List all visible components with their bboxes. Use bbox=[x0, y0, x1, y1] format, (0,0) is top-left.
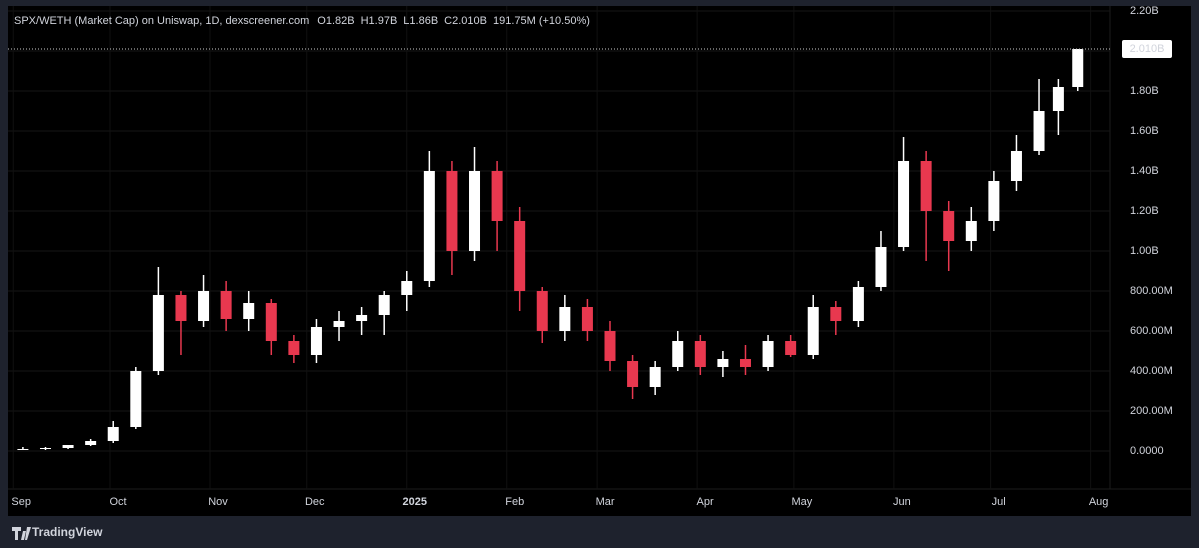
candle-body bbox=[830, 307, 842, 321]
candle-body bbox=[898, 161, 910, 247]
legend-key: C bbox=[444, 15, 452, 27]
brand-name: TradingView bbox=[32, 525, 103, 539]
candle-body bbox=[988, 181, 1000, 221]
candle-body bbox=[175, 295, 187, 321]
candle-body bbox=[310, 327, 322, 355]
legend-value: 2.010B bbox=[452, 15, 487, 27]
candle-body bbox=[943, 211, 955, 241]
y-tick-label: 2.20B bbox=[1130, 5, 1159, 17]
x-tick-label: May bbox=[791, 496, 812, 508]
x-tick-label: Mar bbox=[596, 496, 615, 508]
candle-body bbox=[1052, 87, 1064, 111]
legend-value: 1.97B bbox=[369, 15, 398, 27]
y-tick-label: 1.60B bbox=[1130, 125, 1159, 137]
chart-title: SPX/WETH (Market Cap) on Uniswap, 1D, de… bbox=[14, 15, 309, 27]
candle-body bbox=[220, 291, 232, 319]
candle-body bbox=[694, 341, 706, 367]
candle-body bbox=[1033, 111, 1045, 151]
brand: TradingView bbox=[12, 525, 103, 540]
legend-change: 191.75M (+10.50%) bbox=[493, 15, 590, 27]
candle-body bbox=[85, 441, 97, 445]
y-tick-label: 200.00M bbox=[1130, 405, 1173, 417]
y-tick-label: 1.00B bbox=[1130, 245, 1159, 257]
x-tick-label: Apr bbox=[697, 496, 714, 508]
candle-body bbox=[17, 449, 29, 450]
x-tick-label: Oct bbox=[109, 496, 126, 508]
candle-body bbox=[401, 281, 413, 295]
candle-body bbox=[265, 303, 277, 341]
candle-body bbox=[581, 307, 593, 331]
x-tick-label: Feb bbox=[505, 496, 524, 508]
legend-key: O bbox=[317, 15, 326, 27]
y-tick-label: 600.00M bbox=[1130, 325, 1173, 337]
candle-body bbox=[807, 307, 819, 355]
candle-body bbox=[288, 341, 300, 355]
candle-body bbox=[672, 341, 684, 367]
y-tick-label: 1.20B bbox=[1130, 205, 1159, 217]
candle-body bbox=[875, 247, 887, 287]
x-tick-label: Aug bbox=[1089, 496, 1109, 508]
candle-body bbox=[536, 291, 548, 331]
candle-body bbox=[243, 303, 255, 319]
x-tick-label: Jun bbox=[893, 496, 911, 508]
candle-body bbox=[920, 161, 932, 211]
candle-body bbox=[39, 448, 51, 449]
legend-value: 1.82B bbox=[326, 15, 355, 27]
x-tick-label: Jul bbox=[992, 496, 1006, 508]
candle-body bbox=[604, 331, 616, 361]
y-tick-label: 1.40B bbox=[1130, 165, 1159, 177]
candle-body bbox=[514, 221, 526, 291]
candle-body bbox=[739, 359, 751, 367]
last-price-box bbox=[1122, 40, 1172, 58]
candle-body bbox=[62, 445, 74, 448]
candle-body bbox=[1010, 151, 1022, 181]
candle-body bbox=[469, 171, 481, 251]
candle-body bbox=[107, 427, 119, 441]
x-tick-label: 2025 bbox=[403, 496, 427, 508]
last-price-label: 2.010B bbox=[1130, 43, 1165, 55]
candle-body bbox=[152, 295, 164, 371]
candle-body bbox=[198, 291, 210, 321]
y-tick-label: 1.80B bbox=[1130, 85, 1159, 97]
candle-body bbox=[333, 321, 345, 327]
y-tick-label: 400.00M bbox=[1130, 365, 1173, 377]
chart-background bbox=[8, 6, 1191, 516]
candle-body bbox=[649, 367, 661, 387]
legend-value: 1.86B bbox=[409, 15, 438, 27]
y-tick-label: 800.00M bbox=[1130, 285, 1173, 297]
candle-body bbox=[717, 359, 729, 367]
candle-body bbox=[627, 361, 639, 387]
candle-body bbox=[965, 221, 977, 241]
candle-body bbox=[1072, 49, 1084, 87]
candle-body bbox=[130, 371, 142, 427]
candle-body bbox=[852, 287, 864, 321]
candle-body bbox=[491, 171, 503, 221]
x-tick-label: Sep bbox=[11, 496, 31, 508]
candle-body bbox=[423, 171, 435, 281]
candle-body bbox=[378, 295, 390, 315]
x-tick-label: Dec bbox=[305, 496, 325, 508]
candle-body bbox=[559, 307, 571, 331]
header: SPX/WETH (Market Cap) on Uniswap, 1D, de… bbox=[14, 15, 590, 27]
legend-key: L bbox=[403, 15, 409, 27]
candles bbox=[17, 49, 1084, 450]
legend-key: H bbox=[361, 15, 369, 27]
candle-body bbox=[762, 341, 774, 367]
candle-body bbox=[785, 341, 797, 355]
grid: 0.0000 200.00M 400.00M 600.00M 800.00M 1.00B 1… bbox=[8, 5, 1173, 508]
brand-logo bbox=[12, 527, 31, 540]
candle-body bbox=[356, 315, 368, 321]
y-tick-label: 0.0000 bbox=[1130, 445, 1164, 457]
x-tick-label: Nov bbox=[208, 496, 228, 508]
candle-body bbox=[446, 171, 458, 251]
